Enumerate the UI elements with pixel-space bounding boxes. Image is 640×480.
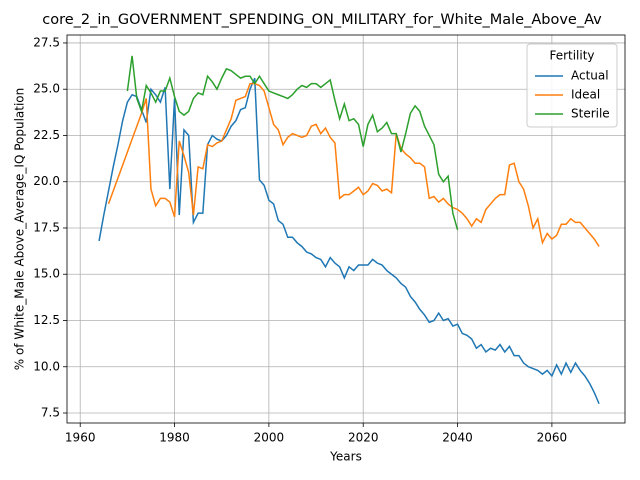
x-tick-label: 2000 <box>254 431 285 445</box>
y-tick-label: 12.5 <box>33 313 60 327</box>
x-tick-label: 1980 <box>159 431 190 445</box>
legend-title: Fertility <box>549 49 594 63</box>
legend-label: Actual <box>571 69 609 83</box>
y-tick-label: 20.0 <box>33 174 60 188</box>
series-line <box>98 77 600 405</box>
x-tick-label: 2020 <box>348 431 379 445</box>
legend-box <box>526 43 618 128</box>
y-tick-label: 7.5 <box>41 406 60 420</box>
x-tick-label: 2040 <box>442 431 473 445</box>
legend-label: Ideal <box>571 88 600 102</box>
x-tick-label: 1960 <box>65 431 96 445</box>
y-axis-label: % of White_Male Above_Average_IQ Populat… <box>13 88 27 371</box>
y-tick-label: 15.0 <box>33 267 60 281</box>
y-tick-label: 27.5 <box>33 35 60 49</box>
y-tick-label: 10.0 <box>33 359 60 373</box>
y-tick-label: 17.5 <box>33 220 60 234</box>
legend: Fertility Actual Ideal Sterile <box>526 43 618 128</box>
series-line <box>107 82 600 247</box>
y-tick-label: 25.0 <box>33 82 60 96</box>
legend-label: Sterile <box>571 107 610 121</box>
series-line <box>126 55 459 231</box>
chart-title: core_2_in_GOVERNMENT_SPENDING_ON_MILITAR… <box>42 12 602 28</box>
plot-frame <box>66 34 626 424</box>
x-axis-label: Years <box>329 450 362 464</box>
x-tick-label: 2060 <box>537 431 568 445</box>
y-tick-label: 22.5 <box>33 128 60 142</box>
